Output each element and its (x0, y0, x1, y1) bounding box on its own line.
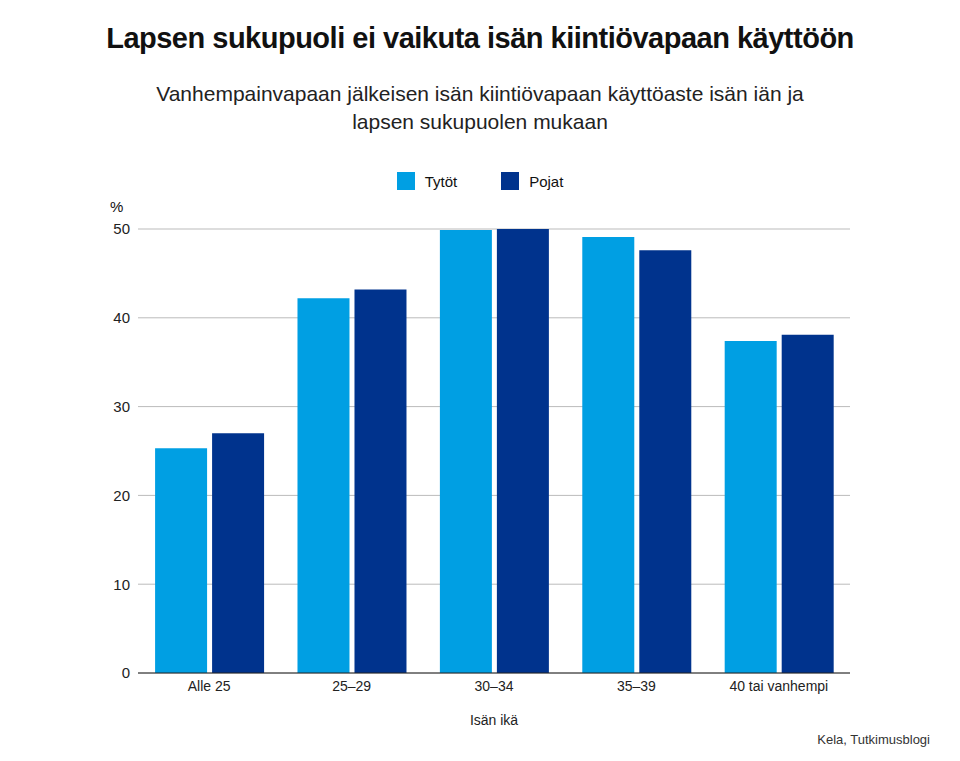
svg-text:0: 0 (122, 664, 130, 681)
svg-text:Alle 25: Alle 25 (188, 678, 231, 694)
svg-text:25–29: 25–29 (332, 678, 371, 694)
svg-text:20: 20 (113, 487, 130, 504)
svg-text:10: 10 (113, 576, 130, 593)
svg-text:30–34: 30–34 (475, 678, 514, 694)
svg-text:30: 30 (113, 398, 130, 415)
html-text:Tytöt: Tytöt (424, 172, 458, 190)
html-text:Vanhempainvapaan jälkeisen isä: Vanhempainvapaan jälkeisen isän kiintiöv… (156, 82, 804, 133)
svg-text:40: 40 (113, 309, 130, 326)
html-text:Lapsen sukupuoli ei vaikuta is: Lapsen sukupuoli ei vaikuta isän kiintiö… (106, 22, 854, 54)
html-text:Pojat: Pojat (529, 172, 564, 190)
html-text:Kela, Tutkimusblogi: Kela, Tutkimusblogi (817, 732, 930, 747)
svg-text:35–39: 35–39 (617, 678, 656, 694)
svg-text:Isän ikä: Isän ikä (470, 712, 518, 728)
svg-text:50: 50 (113, 220, 130, 237)
svg-text:40 tai vanhempi: 40 tai vanhempi (729, 678, 828, 694)
